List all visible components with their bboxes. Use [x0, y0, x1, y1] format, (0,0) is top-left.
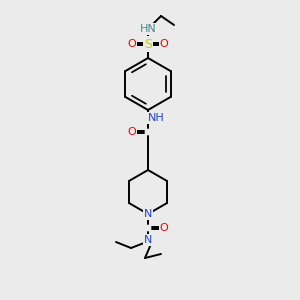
Text: S: S: [144, 38, 152, 50]
Text: NH: NH: [148, 113, 164, 123]
Text: O: O: [128, 127, 136, 137]
Text: HN: HN: [140, 24, 156, 34]
Text: N: N: [144, 235, 152, 245]
Text: N: N: [144, 209, 152, 219]
Text: O: O: [160, 223, 168, 233]
Text: O: O: [160, 39, 168, 49]
Text: O: O: [128, 39, 136, 49]
